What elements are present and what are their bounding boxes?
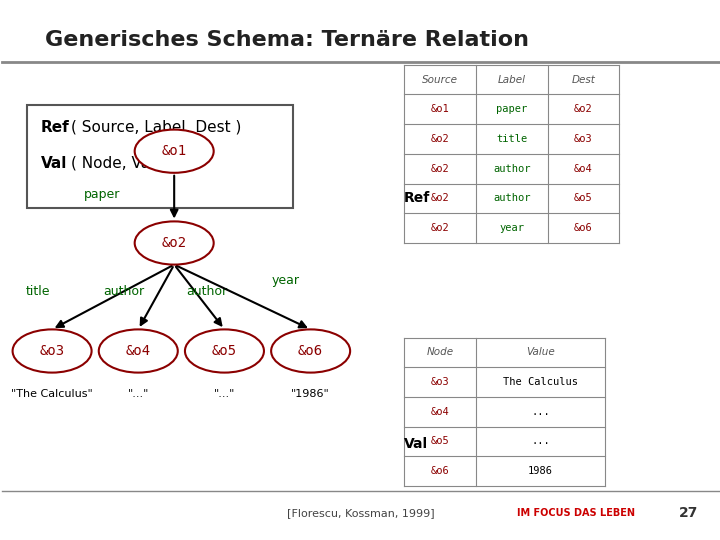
- Text: Ref: Ref: [404, 191, 431, 205]
- Ellipse shape: [12, 329, 91, 373]
- Text: Ref: Ref: [40, 120, 69, 135]
- Text: ( Node, Value ): ( Node, Value ): [71, 156, 184, 171]
- Text: &o3: &o3: [40, 344, 65, 358]
- Text: "...": "...": [127, 389, 149, 399]
- Text: "1986": "1986": [292, 389, 330, 399]
- Ellipse shape: [99, 329, 178, 373]
- Text: Value: Value: [526, 347, 555, 357]
- Text: IM FOCUS DAS LEBEN: IM FOCUS DAS LEBEN: [518, 508, 635, 518]
- Text: "The Calculus": "The Calculus": [12, 389, 93, 399]
- Text: &o5: &o5: [431, 436, 449, 447]
- Text: &o6: &o6: [298, 344, 323, 358]
- Text: Label: Label: [498, 75, 526, 85]
- Text: &o3: &o3: [574, 134, 593, 144]
- Text: &o2: &o2: [431, 223, 449, 233]
- Text: author: author: [186, 285, 227, 298]
- Text: &o2: &o2: [574, 104, 593, 114]
- Text: &o1: &o1: [161, 144, 186, 158]
- Text: &o2: &o2: [431, 164, 449, 174]
- Text: "...": "...": [214, 389, 235, 399]
- Text: &o2: &o2: [431, 134, 449, 144]
- Text: Generisches Schema: Ternäre Relation: Generisches Schema: Ternäre Relation: [45, 30, 529, 50]
- Text: &o6: &o6: [574, 223, 593, 233]
- Text: &o2: &o2: [431, 193, 449, 204]
- Text: Source: Source: [422, 75, 458, 85]
- Text: ...: ...: [531, 407, 550, 417]
- Text: year: year: [271, 274, 300, 287]
- Ellipse shape: [135, 221, 214, 265]
- Text: Val: Val: [40, 156, 67, 171]
- Text: Node: Node: [426, 347, 454, 357]
- Text: author: author: [493, 164, 531, 174]
- Text: author: author: [493, 193, 531, 204]
- Text: title: title: [496, 134, 527, 144]
- Text: paper: paper: [84, 188, 120, 201]
- Ellipse shape: [135, 130, 214, 173]
- Text: paper: paper: [496, 104, 527, 114]
- Text: ...: ...: [531, 436, 550, 447]
- Text: [Florescu, Kossman, 1999]: [Florescu, Kossman, 1999]: [287, 508, 435, 518]
- Text: 1986: 1986: [528, 466, 553, 476]
- Ellipse shape: [185, 329, 264, 373]
- Text: &o4: &o4: [574, 164, 593, 174]
- Text: &o2: &o2: [161, 236, 186, 250]
- Text: 27: 27: [679, 506, 698, 520]
- Text: year: year: [499, 223, 524, 233]
- Text: ( Source, Label, Dest ): ( Source, Label, Dest ): [71, 120, 241, 135]
- FancyBboxPatch shape: [27, 105, 292, 208]
- Text: Val: Val: [404, 437, 428, 451]
- Text: author: author: [104, 285, 145, 298]
- Text: &o3: &o3: [431, 377, 449, 387]
- Text: &o5: &o5: [574, 193, 593, 204]
- Text: &o4: &o4: [431, 407, 449, 417]
- Ellipse shape: [271, 329, 350, 373]
- Text: Dest: Dest: [572, 75, 595, 85]
- Text: &o5: &o5: [212, 344, 237, 358]
- Text: &o4: &o4: [126, 344, 150, 358]
- Text: The Calculus: The Calculus: [503, 377, 578, 387]
- Text: &o1: &o1: [431, 104, 449, 114]
- Text: title: title: [25, 285, 50, 298]
- Text: &o6: &o6: [431, 466, 449, 476]
